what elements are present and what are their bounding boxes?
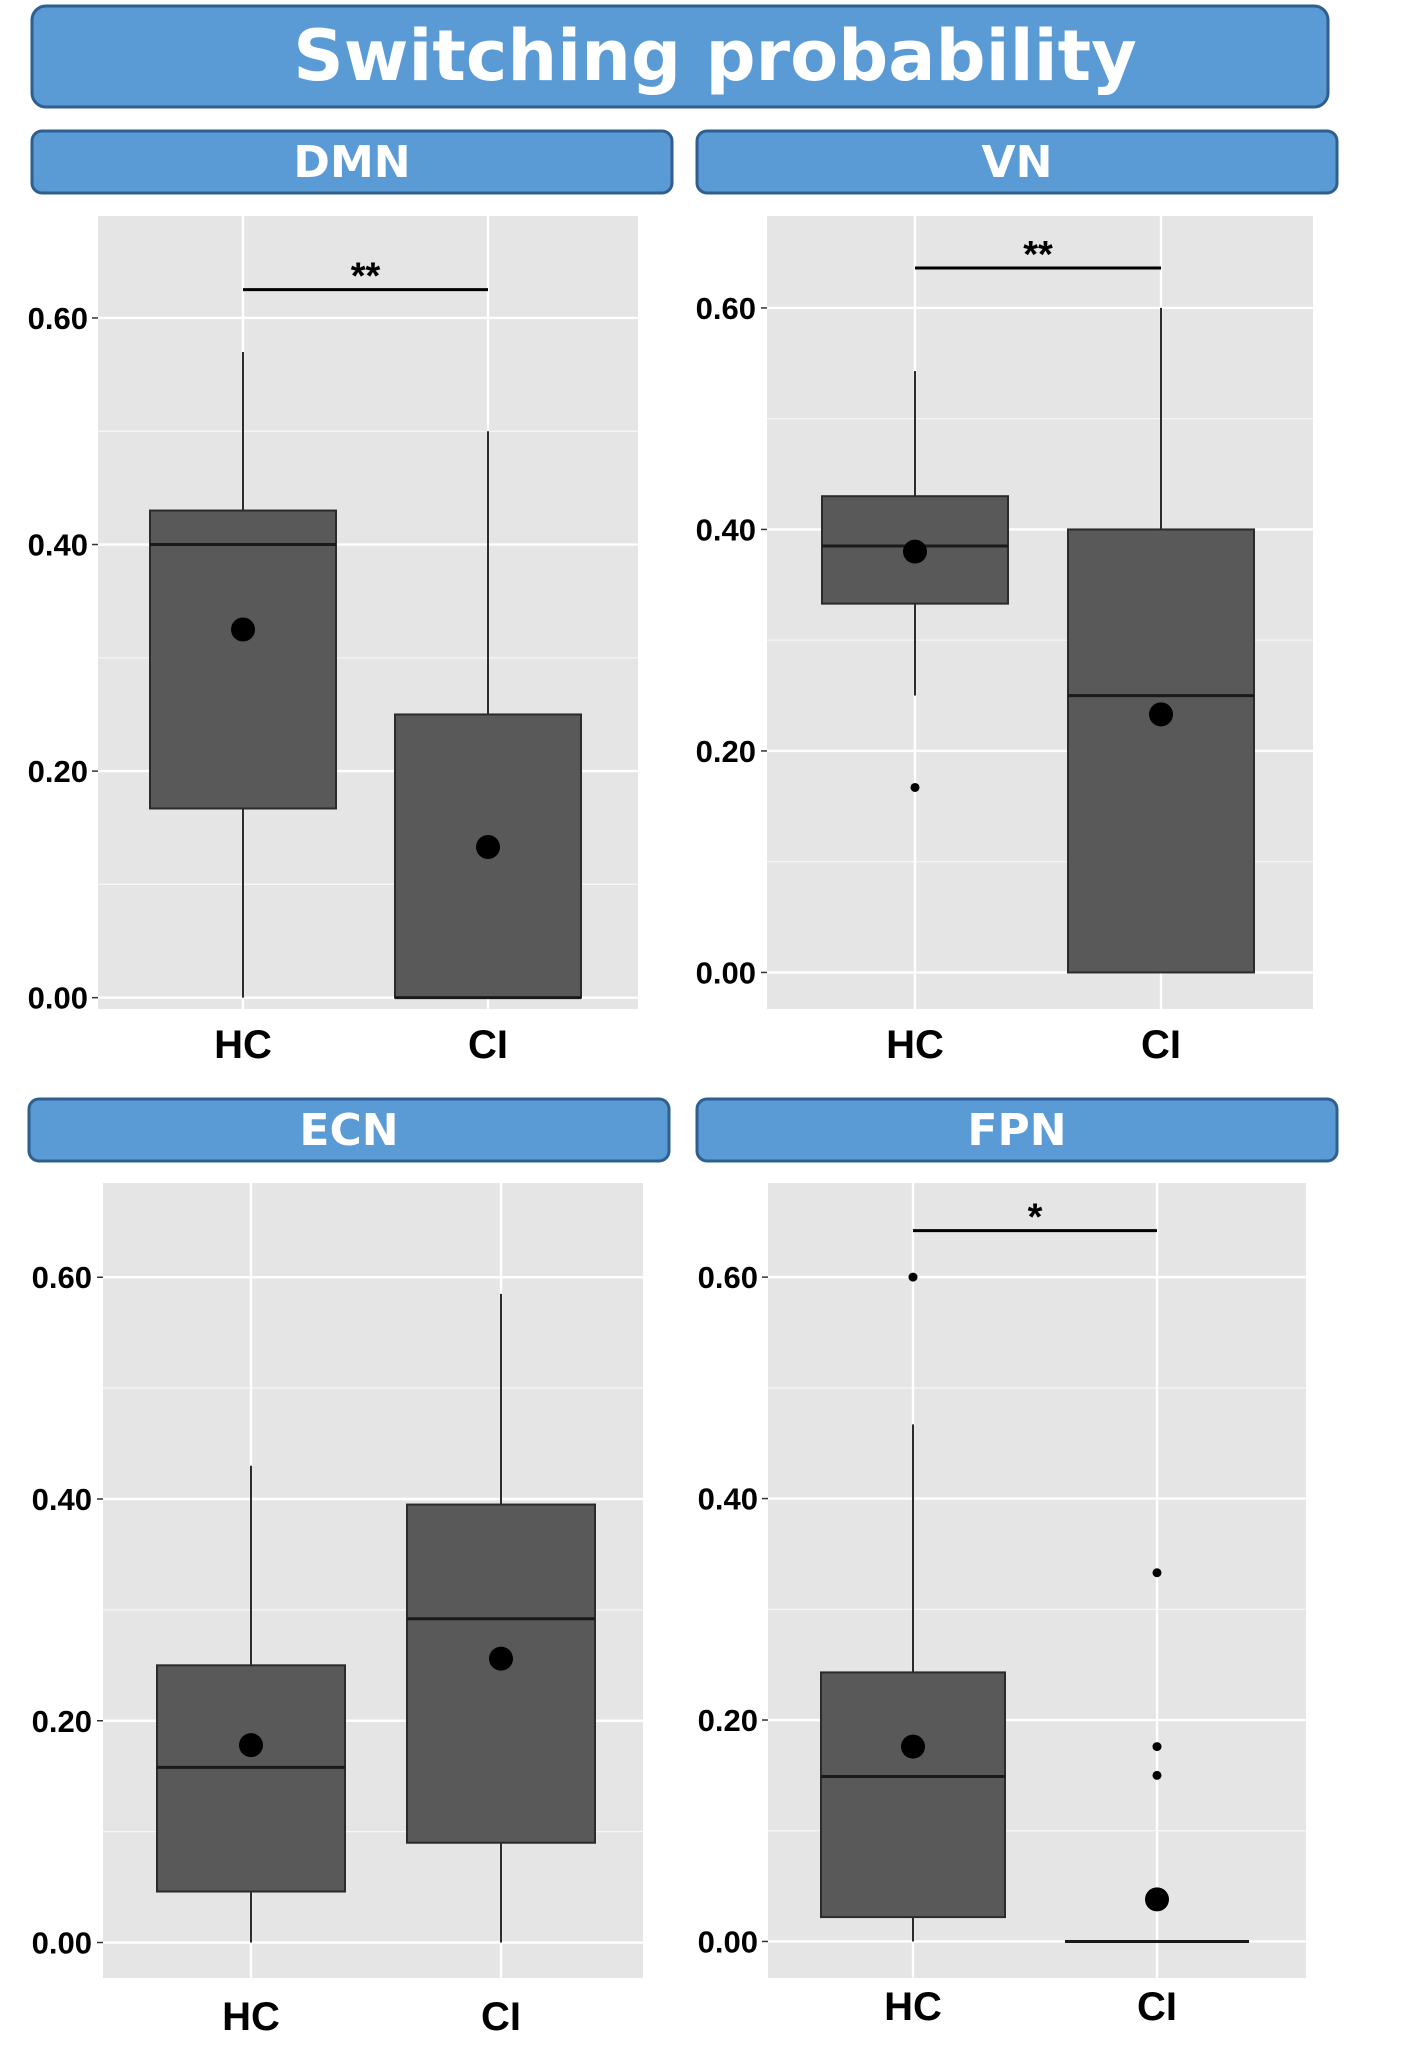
mean-point-hc bbox=[901, 1734, 925, 1759]
box-hc bbox=[149, 509, 337, 810]
mean-point-hc bbox=[231, 617, 255, 642]
y-tick-label: 0.20 bbox=[698, 1703, 758, 1738]
box-ci bbox=[406, 1503, 596, 1844]
y-tick-label: 0.00 bbox=[696, 955, 756, 990]
y-tick-label: 0.40 bbox=[28, 528, 88, 563]
x-category-label-hc: HC bbox=[886, 1023, 944, 1067]
box-hc bbox=[156, 1664, 346, 1893]
y-tick-label: 0.40 bbox=[32, 1482, 92, 1517]
outlier-point-ci bbox=[1152, 1770, 1162, 1780]
panel-vn: VN 0.00 0.20 0.40 0.60 HC CI ** bbox=[695, 129, 1339, 1067]
y-tick-label: 0.60 bbox=[28, 301, 88, 336]
box-ci bbox=[1067, 528, 1255, 974]
panel-dmn: DMN 0.00 0.20 0.40 0.60 HC CI ** bbox=[28, 129, 674, 1067]
significance-label-fpn: * bbox=[1028, 1197, 1043, 1239]
x-category-label-hc: HC bbox=[214, 1023, 272, 1067]
outlier-point-hc bbox=[910, 782, 920, 792]
mean-point-ci bbox=[476, 835, 500, 860]
outlier-point-ci bbox=[1152, 1568, 1162, 1578]
significance-label-vn: ** bbox=[1023, 234, 1053, 276]
mean-point-ci bbox=[1145, 1887, 1169, 1912]
outlier-point-hc bbox=[908, 1272, 918, 1282]
y-tick-label: 0.20 bbox=[32, 1704, 92, 1739]
x-category-label-ci: CI bbox=[468, 1023, 508, 1067]
x-category-label-ci: CI bbox=[481, 1995, 521, 2039]
mean-point-hc bbox=[239, 1733, 263, 1758]
x-category-label-hc: HC bbox=[884, 1985, 942, 2029]
x-category-label-ci: CI bbox=[1141, 1023, 1181, 1067]
outlier-point-ci bbox=[1152, 1742, 1162, 1752]
box-hc bbox=[820, 1671, 1006, 1919]
y-tick-label: 0.40 bbox=[698, 1482, 758, 1517]
main-title: Switching probability bbox=[293, 15, 1136, 97]
panel-ecn: ECN 0.00 0.20 0.40 0.60 HC CI bbox=[27, 1097, 671, 2039]
y-tick-label: 0.60 bbox=[698, 1260, 758, 1295]
x-category-label-ci: CI bbox=[1137, 1985, 1177, 2029]
y-tick-label: 0.20 bbox=[696, 734, 756, 769]
mean-point-hc bbox=[903, 539, 927, 564]
chart-panels: DMN 0.00 0.20 0.40 0.60 HC CI ** VN 0.00 0.20 0.40 0… bbox=[27, 129, 1339, 2039]
y-tick-label: 0.20 bbox=[28, 754, 88, 789]
panel-title-ecn: ECN bbox=[299, 1105, 398, 1156]
main-title-banner: Switching probability bbox=[30, 4, 1330, 109]
y-tick-label: 0.00 bbox=[28, 981, 88, 1016]
panel-title-fpn: FPN bbox=[967, 1105, 1066, 1156]
y-tick-label: 0.00 bbox=[32, 1926, 92, 1961]
significance-label-dmn: ** bbox=[351, 256, 381, 298]
mean-point-ci bbox=[489, 1646, 513, 1671]
panel-title-vn: VN bbox=[982, 137, 1053, 188]
main-title-background bbox=[30, 4, 1330, 109]
panel-banner-ecn bbox=[27, 1097, 671, 1163]
panel-banner-vn bbox=[695, 129, 1339, 195]
y-tick-label: 0.60 bbox=[32, 1260, 92, 1295]
x-category-label-hc: HC bbox=[222, 1995, 280, 2039]
panel-banner-fpn bbox=[695, 1097, 1339, 1163]
y-tick-label: 0.60 bbox=[696, 291, 756, 326]
y-tick-label: 0.00 bbox=[698, 1924, 758, 1959]
y-tick-label: 0.40 bbox=[696, 512, 756, 547]
panel-banner-dmn bbox=[30, 129, 674, 195]
panel-fpn: FPN 0.00 0.20 0.40 0.60 HC CI * bbox=[695, 1097, 1339, 2029]
mean-point-ci bbox=[1149, 702, 1173, 727]
panel-title-dmn: DMN bbox=[293, 137, 410, 188]
